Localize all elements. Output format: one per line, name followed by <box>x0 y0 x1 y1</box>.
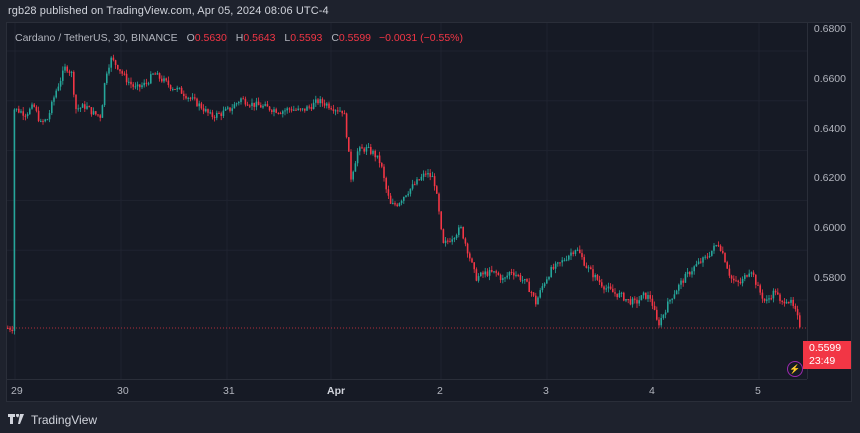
change-value: −0.0031 (−0.55%) <box>378 32 464 44</box>
tradingview-brand: TradingView <box>31 413 98 427</box>
publish-info: rgb28 published on TradingView.com, Apr … <box>8 5 329 17</box>
last-price-value: 0.5599 <box>809 342 842 354</box>
low-value: 0.5593 <box>290 32 323 44</box>
price-axis[interactable]: 0.6800 0.6600 0.6400 0.6200 0.6000 0.5800 <box>807 23 852 379</box>
time-tick: 2 <box>437 385 443 397</box>
symbol-legend: Cardano / TetherUS, 30, BINANCE O0.5630 … <box>15 32 463 44</box>
close-value: 0.5599 <box>338 32 372 44</box>
price-tick: 0.6800 <box>813 23 846 35</box>
open-label: O <box>186 32 195 44</box>
time-tick: 4 <box>649 385 655 397</box>
time-tick: 30 <box>117 385 129 397</box>
price-tick: 0.6600 <box>813 72 846 85</box>
lightning-alert-icon[interactable]: ⚡ <box>787 361 803 377</box>
candlestick-chart[interactable] <box>7 23 807 379</box>
chart-plot-area[interactable]: Cardano / TetherUS, 30, BINANCE O0.5630 … <box>7 23 807 379</box>
tradingview-footer[interactable]: TradingView <box>8 413 97 427</box>
bar-countdown: 23:49 <box>809 355 836 367</box>
price-tick: 0.6400 <box>813 122 846 135</box>
time-tick: 3 <box>543 385 549 397</box>
price-tick: 0.6000 <box>813 222 846 235</box>
open-value: 0.5630 <box>194 32 227 44</box>
close-label: C <box>331 32 339 44</box>
low-label: L <box>284 32 291 44</box>
time-axis[interactable]: 29 30 31 Apr 2 3 4 5 <box>7 379 807 402</box>
last-price-tag: 0.5599 23:49 <box>803 341 851 369</box>
high-value: 0.5643 <box>243 32 276 44</box>
time-tick: 31 <box>223 385 235 397</box>
price-tick: 0.5800 <box>813 272 846 284</box>
time-tick: 29 <box>11 385 23 397</box>
tradingview-logo-icon <box>8 413 26 427</box>
time-tick: 5 <box>755 385 761 397</box>
high-label: H <box>235 32 244 44</box>
time-tick: Apr <box>327 385 346 397</box>
price-tick: 0.6200 <box>813 172 846 185</box>
symbol-name[interactable]: Cardano / TetherUS, 30, BINANCE <box>15 32 178 44</box>
chart-container[interactable]: Cardano / TetherUS, 30, BINANCE O0.5630 … <box>6 22 852 402</box>
